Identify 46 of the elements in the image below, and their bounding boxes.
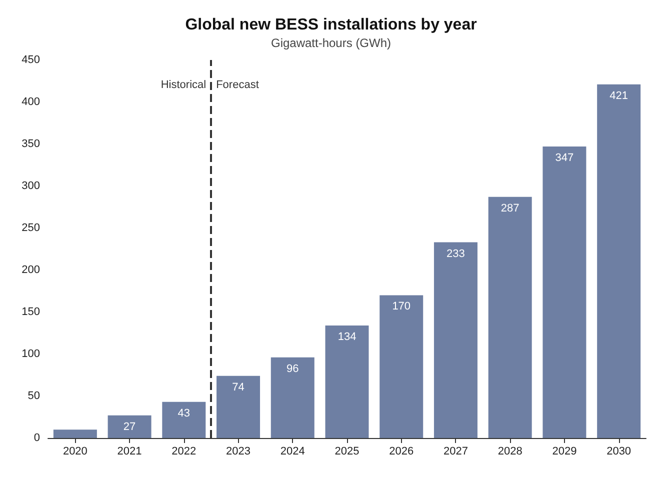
y-tick-label: 200 <box>22 264 40 276</box>
x-tick-label: 2022 <box>172 446 196 458</box>
bar <box>488 196 532 438</box>
bar <box>542 146 586 438</box>
bar <box>216 376 260 438</box>
bar <box>325 325 369 438</box>
data-label: 134 <box>338 330 356 343</box>
y-tick-label: 450 <box>22 54 40 66</box>
y-tick-label: 50 <box>28 390 40 402</box>
annotation: Forecast <box>216 79 259 92</box>
annotation: Historical <box>160 79 206 92</box>
x-tick-label: 2023 <box>226 446 251 458</box>
x-tick-label: 2026 <box>389 446 414 458</box>
chart-title: Global new BESS installations by year <box>185 16 477 34</box>
x-tick-label: 2029 <box>552 446 577 458</box>
y-tick-label: 0 <box>34 432 40 444</box>
y-tick-label: 300 <box>22 180 40 192</box>
y-tick-label: 250 <box>22 222 40 234</box>
data-label: 170 <box>392 300 411 313</box>
data-label: 43 <box>178 407 190 420</box>
bar <box>380 295 424 438</box>
bar <box>270 357 314 438</box>
y-tick-label: 100 <box>22 348 40 360</box>
y-tick-label: 400 <box>22 96 40 108</box>
y-tick-label: 150 <box>22 306 40 318</box>
x-tick-label: 2028 <box>498 446 522 458</box>
data-label: 233 <box>446 248 465 260</box>
bar <box>53 430 97 438</box>
x-tick-label: 2025 <box>334 446 360 458</box>
x-tick-label: 2027 <box>443 446 468 458</box>
data-label: 287 <box>500 202 520 214</box>
x-tick-label: 2024 <box>280 446 305 458</box>
x-tick-label: 2030 <box>606 446 632 458</box>
x-tick-label: 2021 <box>117 446 142 458</box>
x-tick-label: 2020 <box>62 446 88 458</box>
data-label: 27 <box>123 420 136 433</box>
data-label: 421 <box>610 90 628 102</box>
bar <box>108 415 152 438</box>
bar <box>162 402 206 438</box>
data-label: 74 <box>232 381 244 394</box>
bar <box>597 84 641 438</box>
data-label: 347 <box>555 152 574 164</box>
y-tick-label: 350 <box>22 138 40 150</box>
data-label: 96 <box>286 362 299 375</box>
chart-subtitle: Gigawatt-hours (GWh) <box>270 36 392 50</box>
bar <box>434 242 478 438</box>
